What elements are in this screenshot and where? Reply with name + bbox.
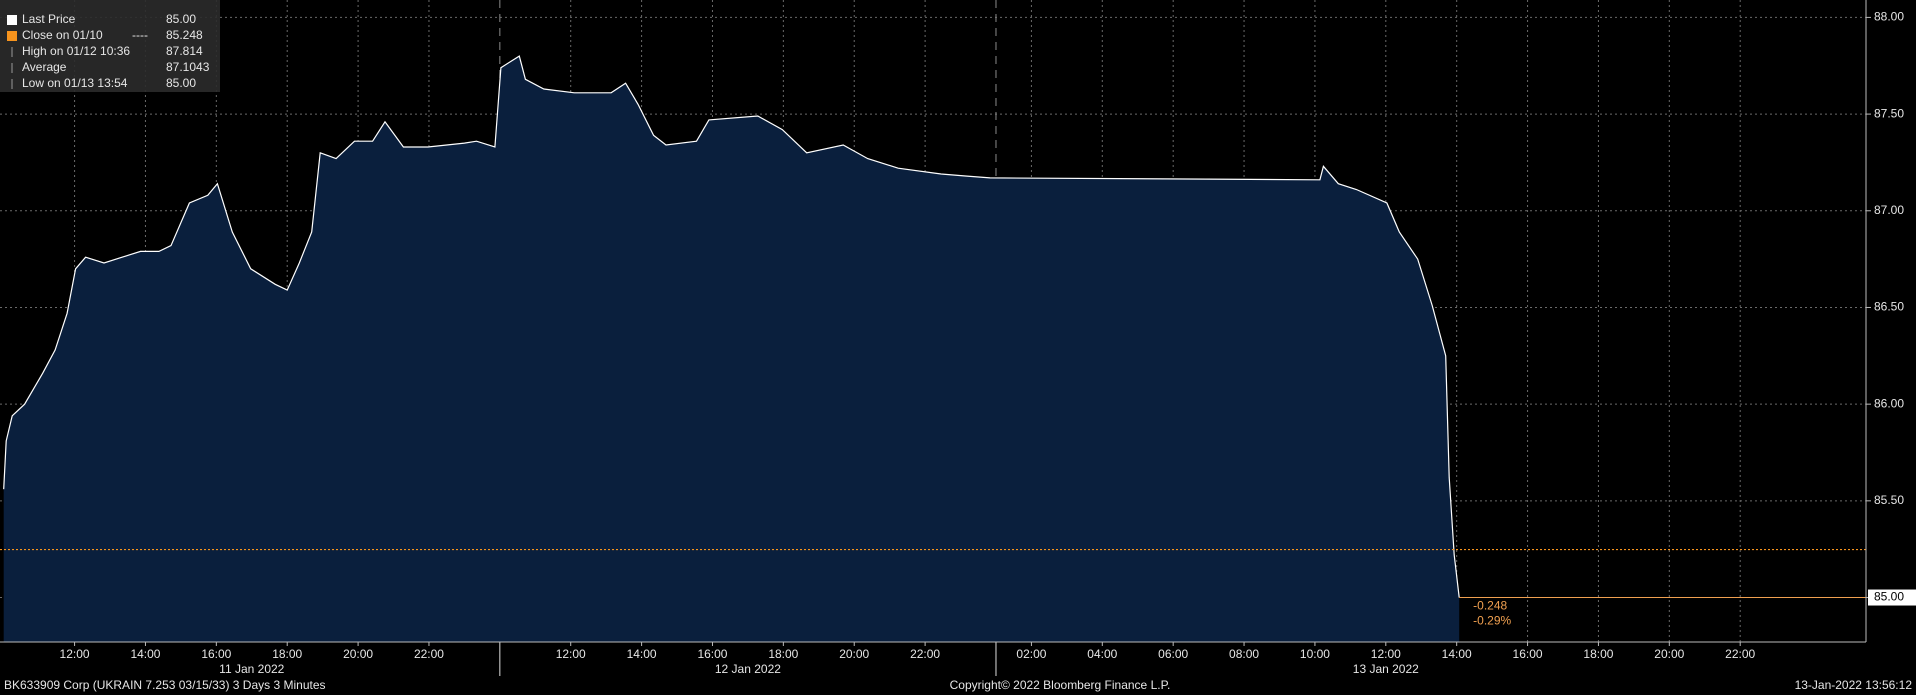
y-tick-label: 85.50	[1874, 493, 1904, 507]
y-tick-label: 87.00	[1874, 203, 1904, 217]
legend-value: 87.814	[166, 44, 203, 58]
x-tick-label: 16:00	[697, 647, 727, 661]
x-tick-label: 06:00	[1158, 647, 1188, 661]
legend-label: High on 01/12 10:36	[22, 44, 130, 58]
legend: Last Price 85.00 Close on 01/10 ---- 85.248 H…	[0, 0, 220, 92]
legend-value: 85.00	[166, 12, 196, 26]
legend-label: Average	[22, 60, 67, 74]
x-tick-label: 22:00	[910, 647, 940, 661]
x-tick-label: 12:00	[1371, 647, 1401, 661]
y-tick-label: 88.00	[1874, 10, 1904, 24]
legend-label: Close on 01/10	[22, 28, 103, 42]
legend-label: Low on 01/13 13:54	[22, 76, 128, 90]
axes: 85.00 85.50 86.00 86.50 87.00 87.50 88.00 12:00…	[0, 0, 1916, 676]
legend-swatch	[7, 15, 17, 25]
x-tick-label: 18:00	[768, 647, 798, 661]
day-label: 13 Jan 2022	[1353, 662, 1419, 676]
area	[3, 56, 1460, 643]
x-tick-label: 20:00	[343, 647, 373, 661]
x-tick-label: 16:00	[1513, 647, 1543, 661]
footer-left: BK633909 Corp (UKRAIN 7.253 03/15/33) 3 …	[4, 678, 326, 692]
change-annotation: -0.29%	[1473, 614, 1511, 628]
legend-value: 85.248	[166, 28, 203, 42]
footer-right: 13-Jan-2022 13:56:12	[1795, 678, 1913, 692]
x-tick-label: 18:00	[272, 647, 302, 661]
legend-value: 85.00	[166, 76, 196, 90]
x-tick-label: 18:00	[1583, 647, 1613, 661]
change-annotation: -0.248	[1473, 599, 1507, 613]
x-tick-label: 14:00	[1442, 647, 1472, 661]
legend-label: Last Price	[22, 12, 76, 26]
x-tick-label: 14:00	[627, 647, 657, 661]
x-tick-label: 02:00	[1016, 647, 1046, 661]
y-tick-label: 86.50	[1874, 300, 1904, 314]
x-tick-label: 14:00	[130, 647, 160, 661]
day-label: 11 Jan 2022	[219, 662, 284, 676]
x-tick-label: 08:00	[1229, 647, 1259, 661]
x-tick-label: 10:00	[1300, 647, 1330, 661]
footer-center: Copyright© 2022 Bloomberg Finance L.P.	[950, 678, 1171, 692]
x-tick-label: 22:00	[1725, 647, 1755, 661]
day-label: 12 Jan 2022	[715, 662, 781, 676]
last-price-box	[1868, 589, 1916, 606]
x-tick-label: 22:00	[414, 647, 444, 661]
price-line	[3, 55, 1460, 598]
y-tick-label: 86.00	[1874, 396, 1904, 410]
y-tick-label: 87.50	[1874, 106, 1904, 120]
x-tick-label: 16:00	[201, 647, 231, 661]
plot: -0.248-0.29%	[0, 55, 1866, 643]
x-tick-label: 12:00	[556, 647, 586, 661]
x-tick-label: 20:00	[839, 647, 869, 661]
x-tick-label: 04:00	[1087, 647, 1117, 661]
last-price-label: 85.00	[1874, 590, 1904, 604]
legend-style: ----	[132, 28, 148, 42]
legend-value: 87.1043	[166, 60, 210, 74]
x-tick-label: 20:00	[1654, 647, 1684, 661]
x-tick-label: 12:00	[60, 647, 90, 661]
legend-swatch	[7, 31, 17, 41]
legend-box	[0, 0, 220, 92]
